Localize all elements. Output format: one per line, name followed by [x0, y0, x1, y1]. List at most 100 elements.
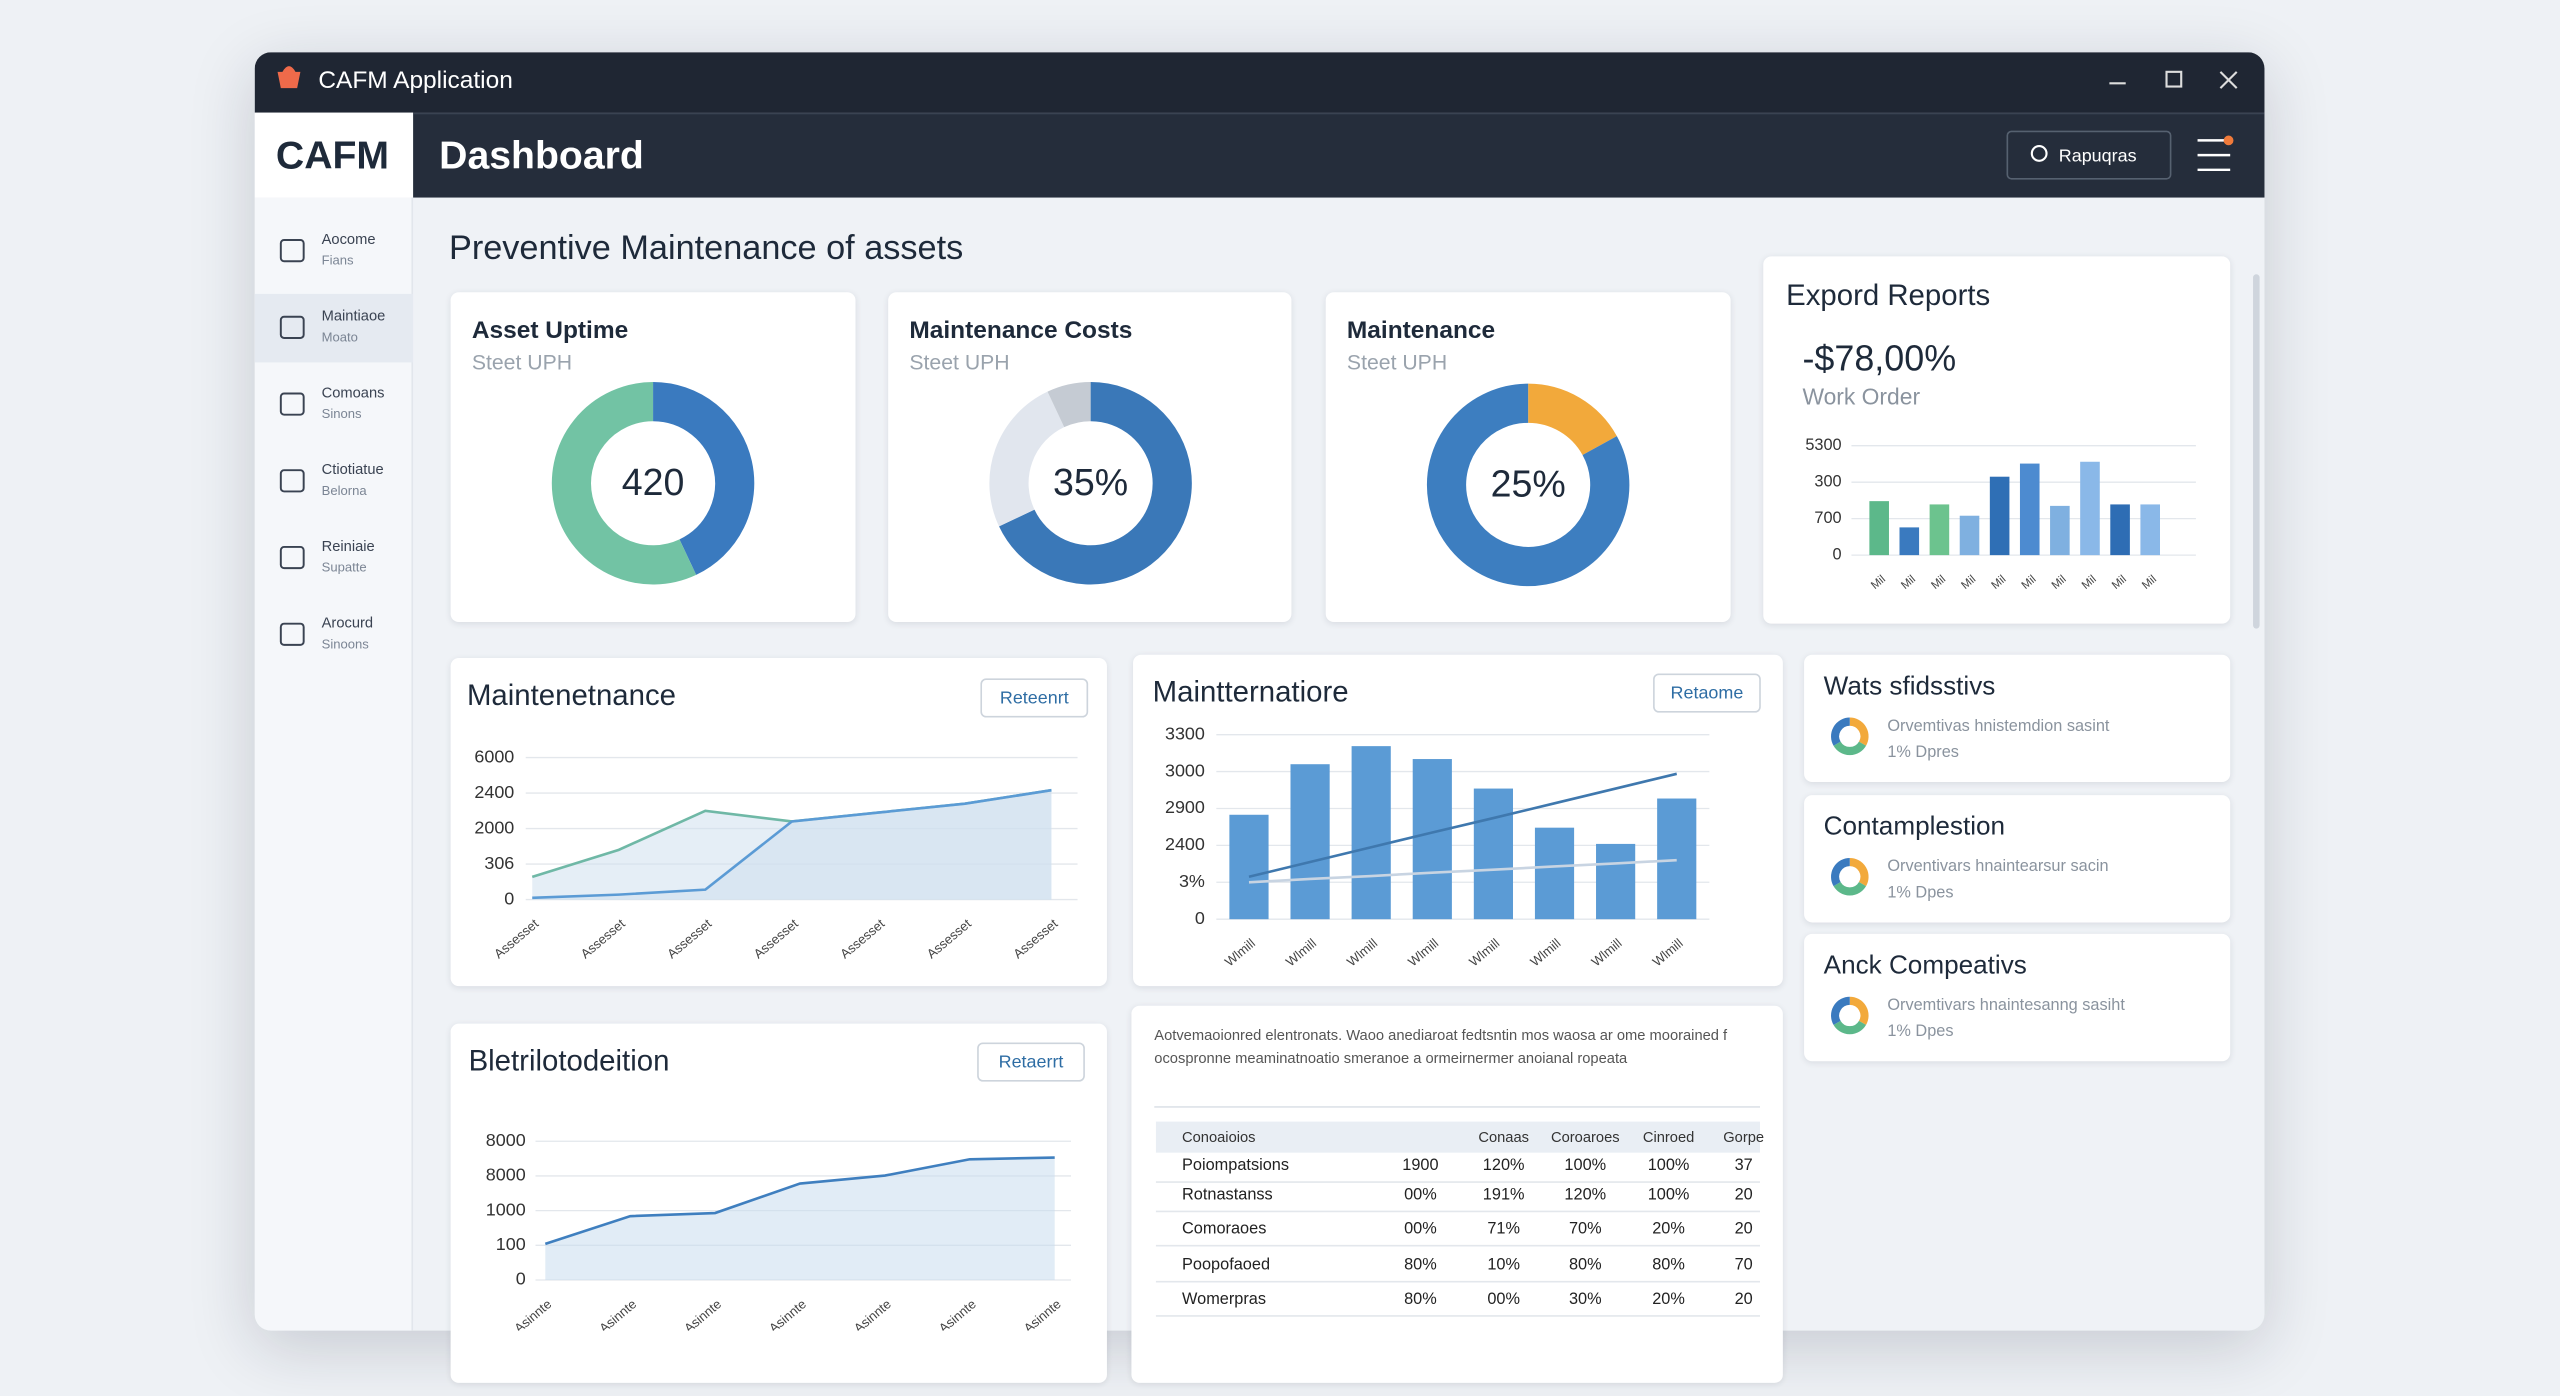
y-tick-label: 2000: [474, 817, 514, 837]
notification-dot: [2223, 135, 2234, 146]
nav-label: Aocome: [322, 232, 376, 248]
panel-title: Maintenetnance: [467, 679, 676, 712]
nav-sublabel: Sinoons: [322, 636, 370, 651]
x-tick-label: Assesset: [924, 916, 974, 962]
table-header: Cinroed: [1643, 1130, 1694, 1146]
table-cell: 191%: [1483, 1185, 1525, 1203]
x-tick-label: Wlmill: [1344, 935, 1380, 969]
side-card-title: Wats sfidsstivs: [1824, 670, 1996, 700]
nav-icon: [279, 392, 305, 416]
search-button[interactable]: [2006, 130, 2172, 180]
x-tick-label: Asinnte: [511, 1296, 554, 1335]
y-tick-label: 0: [516, 1269, 526, 1289]
table-cell: 20: [1735, 1185, 1753, 1203]
kpi-title: Maintenance Costs: [909, 317, 1132, 344]
x-tick-label: Asinnte: [681, 1296, 724, 1335]
bar: [1959, 515, 1980, 556]
table-cell: Womerpras: [1182, 1290, 1266, 1308]
kpi-subtitle: Steet UPH: [472, 352, 572, 375]
search-icon: [2030, 145, 2048, 162]
side-card-text: Orvemtivars hnaintesanng sasiht: [1887, 996, 2125, 1014]
donut-segment: [652, 382, 755, 575]
y-tick-label: 6000: [474, 746, 514, 766]
y-tick-label: 8000: [486, 1130, 526, 1150]
close: [2219, 71, 2238, 89]
bar: [1290, 764, 1330, 920]
window-title: CAFM Application: [318, 67, 512, 94]
table-cell: 37: [1735, 1156, 1753, 1174]
x-tick-label: Mil: [1869, 573, 1888, 592]
bar: [1229, 814, 1269, 920]
x-tick-label: Assesset: [751, 916, 801, 962]
y-tick-label: 0: [1833, 545, 1842, 563]
table-cell: 20%: [1652, 1290, 1685, 1308]
panel-button[interactable]: [977, 1042, 1085, 1082]
table-cell: Comoraoes: [1182, 1220, 1266, 1238]
table-cell: 100%: [1564, 1156, 1606, 1174]
app-icon: [277, 66, 301, 89]
x-tick-label: Wlmill: [1405, 935, 1441, 969]
panel-title: Bletrilotodeition: [469, 1045, 670, 1078]
table-header: Gorpe: [1723, 1130, 1764, 1146]
kpi-value: 420: [622, 461, 685, 503]
maximize: [2165, 70, 2183, 88]
x-tick-label: Mil: [2020, 573, 2039, 592]
table-cell: 80%: [1404, 1256, 1437, 1274]
y-tick-label: 8000: [486, 1165, 526, 1185]
side-card-note: 1% Dpres: [1887, 743, 1959, 761]
kpi-value: 35%: [1053, 461, 1128, 503]
nav-label: Maintiaoe: [322, 309, 386, 325]
status-icon: [1833, 881, 1867, 896]
y-tick-label: 3%: [1179, 871, 1205, 891]
export-card: [1763, 256, 2231, 624]
table-cell: 30%: [1569, 1290, 1602, 1308]
panel-button[interactable]: [1653, 673, 1761, 713]
x-tick-label: Asinnte: [936, 1296, 979, 1335]
bar: [2080, 461, 2100, 556]
y-tick-label: 100: [496, 1234, 526, 1254]
x-tick-label: Wlmill: [1283, 935, 1319, 969]
table-cell: 20%: [1652, 1220, 1685, 1238]
side-card-text: Orventivars hnaintearsur sacin: [1887, 857, 2108, 875]
bar: [2019, 463, 2040, 556]
x-tick-label: Asinnte: [1021, 1296, 1064, 1335]
x-tick-label: Wlmill: [1527, 935, 1563, 969]
side-card: [1804, 654, 2231, 783]
nav-icon: [279, 622, 305, 646]
bar: [1869, 501, 1889, 556]
title-bar: [254, 52, 2265, 113]
x-tick-label: Mil: [2050, 573, 2069, 592]
x-tick-label: Wlmill: [1649, 935, 1685, 969]
x-tick-label: Asinnte: [596, 1296, 639, 1335]
bar: [1412, 759, 1452, 920]
x-tick-label: Mil: [2110, 573, 2129, 592]
kpi-subtitle: Steet UPH: [909, 352, 1009, 375]
line: [1248, 858, 1677, 884]
nav-icon: [279, 545, 305, 570]
table-cell: 100%: [1648, 1185, 1690, 1203]
table-cell: 00%: [1404, 1220, 1437, 1238]
table-cell: 00%: [1404, 1185, 1437, 1203]
status-icon: [1849, 717, 1869, 746]
x-tick-label: Assesset: [578, 916, 628, 962]
side-card: [1804, 795, 2231, 923]
panel-button[interactable]: [980, 678, 1089, 718]
table-header: Coroaroes: [1551, 1130, 1620, 1146]
section-title: Preventive Maintenance of assets: [449, 229, 963, 267]
table-cell: 120%: [1483, 1156, 1525, 1174]
side-card-note: 1% Dpes: [1887, 883, 1953, 901]
y-tick-label: 0: [504, 888, 514, 908]
y-tick-label: 3300: [1165, 723, 1205, 743]
bar: [1596, 843, 1636, 920]
y-tick-label: 306: [484, 853, 514, 873]
x-tick-label: Asinnte: [766, 1296, 809, 1335]
x-tick-label: Mil: [2080, 573, 2099, 592]
bar: [1657, 798, 1697, 920]
nav-sublabel: Sinons: [322, 406, 362, 421]
nav-sublabel: Fians: [322, 253, 354, 268]
panel-button-label: Retaome: [1671, 683, 1744, 703]
table-cell: Rotnastanss: [1182, 1185, 1273, 1203]
table-cell: 1900: [1402, 1156, 1438, 1174]
nav-label: Arocurd: [322, 616, 373, 632]
